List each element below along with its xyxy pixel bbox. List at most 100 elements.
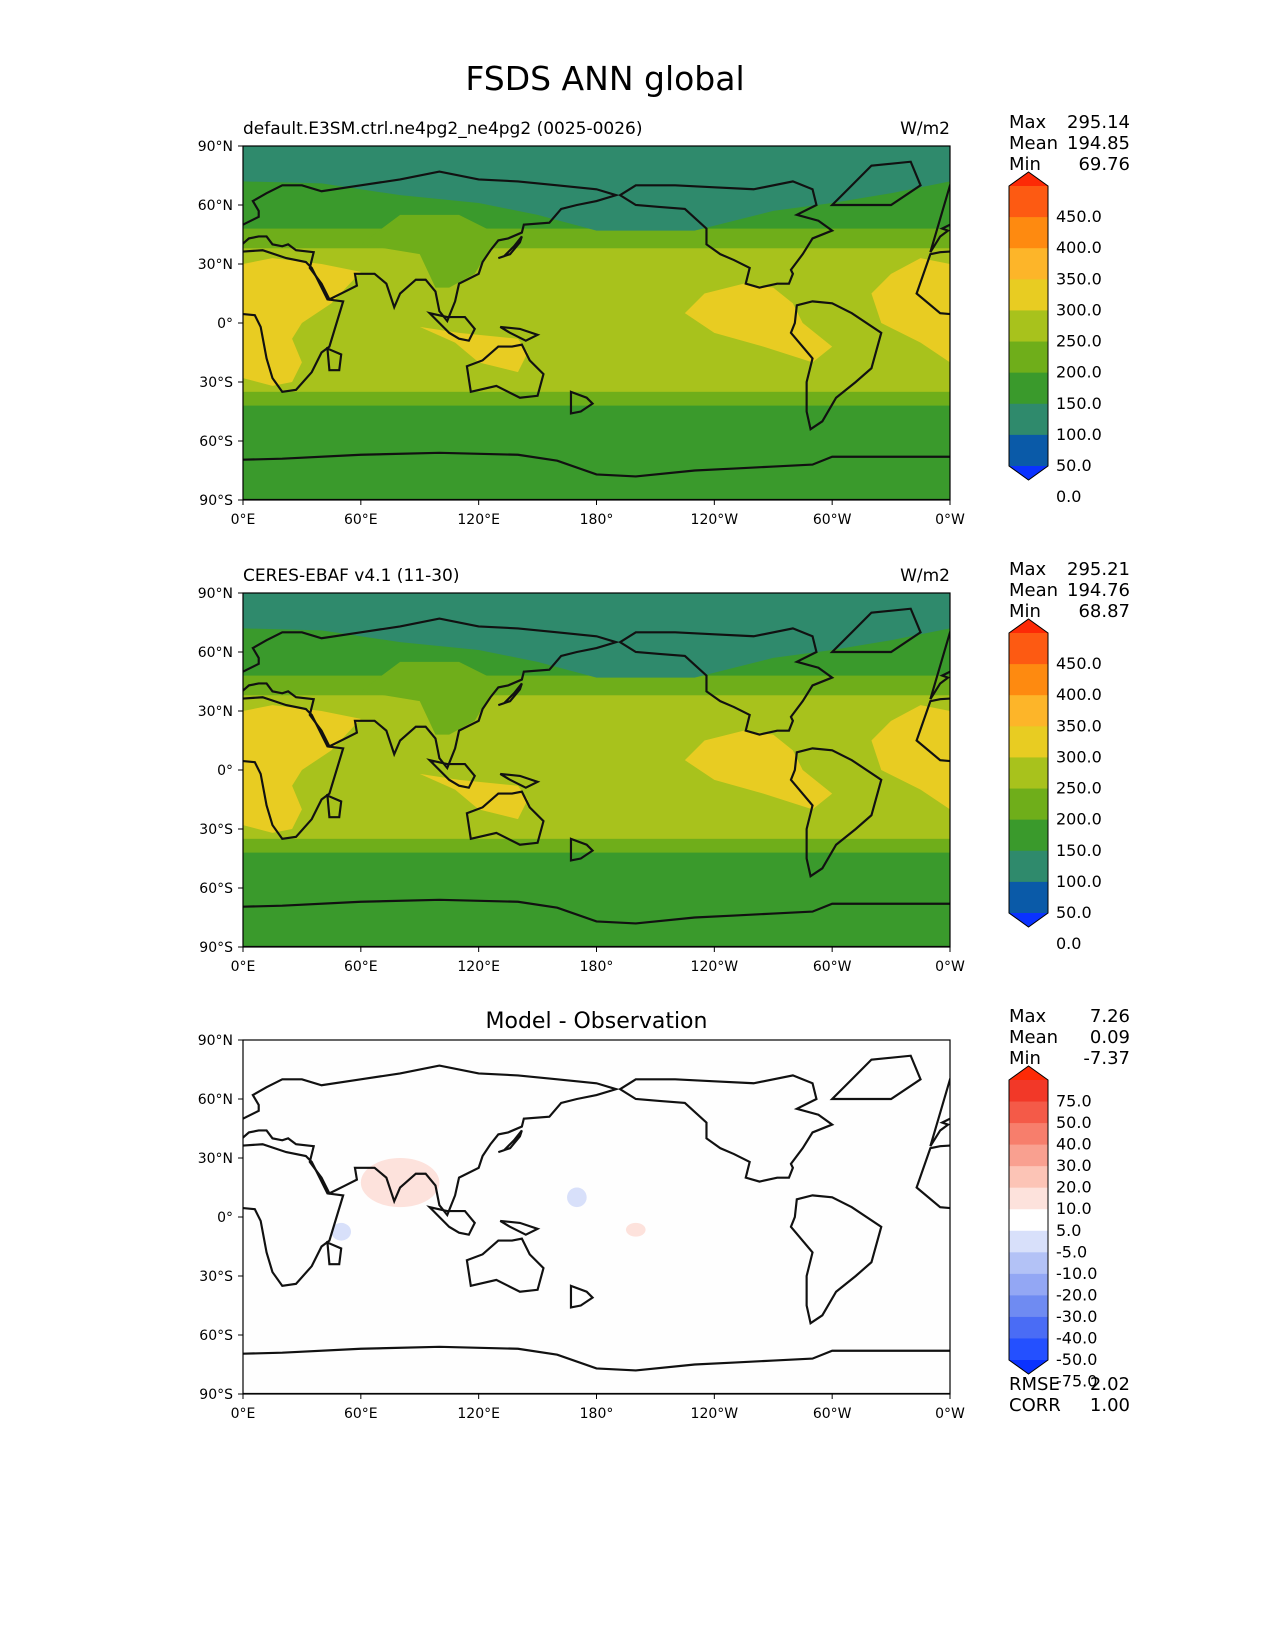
panel-test: 90°N 60°N 30°N 0° 30°S 60°S 90°S 0°E 60°E 120°E 18… [198, 112, 1130, 528]
high-flux-region [243, 705, 361, 833]
colorbar-tick-label: 350.0 [1056, 269, 1102, 288]
colorbar-tick-label: 100.0 [1056, 872, 1102, 891]
lon-tick-label: 60°E [344, 959, 378, 975]
units-label: W/m2 [900, 566, 950, 586]
panel-title: default.E3SM.ctrl.ne4pg2_ne4pg2 (0025-00… [243, 119, 643, 139]
lat-tick-label: 60°S [199, 881, 233, 897]
positive-anomaly [360, 1158, 440, 1208]
lon-tick-label: 0°W [935, 512, 965, 528]
colorbar-tick-label: 400.0 [1056, 685, 1102, 704]
negative-anomaly [331, 1222, 352, 1241]
panel-title: CERES-EBAF v4.1 (11-30) [243, 566, 459, 586]
units-label: W/m2 [900, 119, 950, 139]
stat-value: 295.14 [1067, 112, 1130, 133]
colorbar-tick-label: 250.0 [1056, 332, 1102, 351]
lat-tick-label: 30°S [199, 375, 233, 391]
lat-tick-label: 90°N [198, 586, 233, 602]
lon-tick-label: 60°E [344, 512, 378, 528]
stat-value: 69.76 [1078, 154, 1130, 175]
colorbar-tick-label: 200.0 [1056, 810, 1102, 829]
map-field [243, 593, 950, 947]
colorbar-tick-label: 300.0 [1056, 747, 1102, 766]
lat-tick-label: 90°S [199, 493, 233, 509]
lon-tick-label: 120°W [691, 1406, 739, 1422]
lat-tick-label: 90°N [198, 1033, 233, 1049]
colorbar-tick-label: 0.0 [1056, 934, 1081, 953]
colorbar-tick-label: 20.0 [1056, 1178, 1092, 1197]
colorbar-tick-label: -5.0 [1056, 1242, 1087, 1261]
colorbar-tick-label: 50.0 [1056, 456, 1092, 475]
lat-tick-label: 30°S [199, 822, 233, 838]
stat-value: 68.87 [1078, 601, 1130, 622]
positive-anomaly [625, 1222, 646, 1237]
colorbar-tick-label: 75.0 [1056, 1092, 1092, 1111]
colorbar-tick-label: -75.0 [1056, 1372, 1097, 1391]
colorbar: 450.0 400.0 350.0 300.0 250.0 200.0 150.0 100.0… [1008, 171, 1102, 506]
lon-tick-label: 120°E [457, 959, 500, 975]
lon-tick-label: 120°E [457, 1406, 500, 1422]
panel-ref: 90°N 60°N 30°N 0° 30°S 60°S 90°S 0°E 60°E 120°E 18… [198, 559, 1130, 975]
colorbar-tick-label: 10.0 [1056, 1199, 1092, 1218]
lat-tick-label: 60°N [198, 645, 233, 661]
colorbar-tick-label: 450.0 [1056, 654, 1102, 673]
colorbar-tick-label: 150.0 [1056, 394, 1102, 413]
stat-value: -7.37 [1083, 1048, 1130, 1069]
lon-tick-label: 0°E [231, 959, 256, 975]
map-field [243, 1040, 950, 1394]
colorbar-tick-label: 100.0 [1056, 425, 1102, 444]
high-flux-region [419, 326, 528, 373]
lon-tick-label: 0°W [935, 1406, 965, 1422]
lat-tick-label: 90°S [199, 1387, 233, 1403]
lat-tick-label: 30°N [198, 257, 233, 273]
stat-label: Max [1009, 559, 1047, 580]
colorbar-tick-label: 250.0 [1056, 779, 1102, 798]
lat-tick-label: 60°N [198, 1092, 233, 1108]
lon-tick-label: 0°E [231, 1406, 256, 1422]
lon-tick-label: 60°W [813, 1406, 852, 1422]
lon-tick-label: 120°E [457, 512, 500, 528]
lon-tick-label: 60°W [813, 959, 852, 975]
lon-tick-label: 0°E [231, 512, 256, 528]
colorbar-tick-label: 400.0 [1056, 238, 1102, 257]
lat-tick-label: 0° [217, 763, 233, 779]
lat-tick-label: 30°N [198, 1151, 233, 1167]
high-flux-region [871, 258, 950, 363]
high-flux-region [419, 773, 528, 820]
panel-diff: 90°N 60°N 30°N 0° 30°S 60°S 90°S 0°E 60°E 120°E 18… [198, 1006, 1130, 1422]
lon-tick-label: 120°W [691, 512, 739, 528]
lat-tick-label: 0° [217, 316, 233, 332]
colorbar-tick-label: -20.0 [1056, 1285, 1097, 1304]
lat-tick-label: 90°S [199, 940, 233, 956]
stat-label: Max [1009, 1006, 1047, 1027]
stat-label: Min [1009, 1048, 1041, 1069]
stat-label: Min [1009, 154, 1041, 175]
high-flux-region [243, 258, 361, 386]
lat-tick-label: 30°S [199, 1269, 233, 1285]
colorbar-tick-label: 200.0 [1056, 363, 1102, 382]
lon-tick-label: 180° [580, 512, 614, 528]
stat-value: 0.09 [1090, 1027, 1130, 1048]
stat-value: 194.76 [1067, 580, 1130, 601]
lon-tick-label: 60°W [813, 512, 852, 528]
stat-label: Mean [1009, 1027, 1058, 1048]
stat-label: CORR [1009, 1395, 1061, 1416]
negative-anomaly [567, 1187, 587, 1208]
stat-label: Max [1009, 112, 1047, 133]
colorbar-tick-label: -30.0 [1056, 1307, 1097, 1326]
stat-value: 295.21 [1067, 559, 1130, 580]
stat-value: 1.00 [1090, 1395, 1130, 1416]
map-field [243, 146, 950, 500]
lon-tick-label: 0°W [935, 959, 965, 975]
colorbar-tick-label: 0.0 [1056, 487, 1081, 506]
lat-tick-label: 60°S [199, 1328, 233, 1344]
lat-tick-label: 60°S [199, 434, 233, 450]
colorbar-tick-label: -40.0 [1056, 1328, 1097, 1347]
lat-tick-label: 60°N [198, 198, 233, 214]
stat-label: Mean [1009, 133, 1058, 154]
colorbar: 75.0 50.0 40.0 30.0 20.0 10.0 5.0 -5.0 -10.0 -20.… [1008, 1065, 1097, 1391]
lon-tick-label: 180° [580, 959, 614, 975]
colorbar-tick-label: 50.0 [1056, 1113, 1092, 1132]
colorbar-tick-label: 150.0 [1056, 841, 1102, 860]
stat-label: Mean [1009, 580, 1058, 601]
